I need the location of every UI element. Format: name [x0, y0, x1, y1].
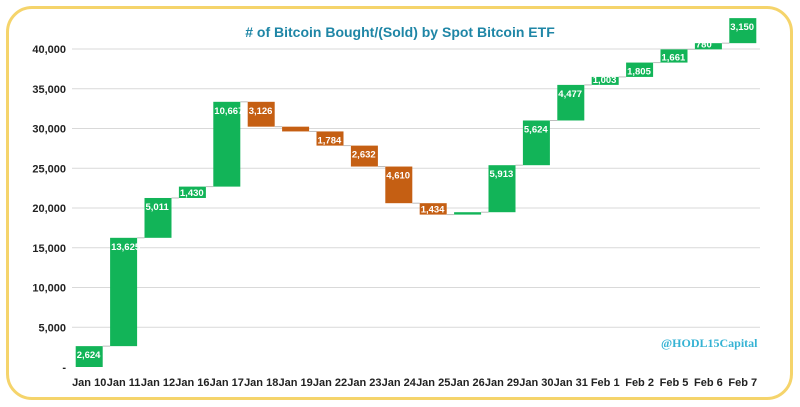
data-label: 13,625 — [111, 242, 141, 253]
data-label: 2,624 — [77, 350, 101, 361]
bar — [419, 203, 447, 215]
data-label: 1,661 — [662, 53, 686, 64]
data-label: 5,913 — [490, 169, 514, 180]
bar — [557, 84, 585, 121]
x-tick-label: Feb 2 — [625, 377, 654, 389]
bar — [213, 101, 241, 187]
y-tick-label: 25,000 — [32, 163, 66, 175]
data-label: 2,632 — [352, 150, 376, 161]
bar — [144, 197, 172, 238]
x-tick-label: Feb 5 — [660, 377, 689, 389]
y-tick-label: 5,000 — [38, 322, 66, 334]
x-tick-label: Jan 11 — [107, 377, 141, 389]
data-label: 3,126 — [249, 106, 273, 117]
bar — [626, 62, 654, 77]
x-tick-label: Jan 18 — [244, 377, 278, 389]
bar — [75, 346, 103, 367]
x-tick-label: Feb 6 — [694, 377, 723, 389]
bar — [110, 237, 138, 347]
data-label: 3,150 — [730, 22, 754, 33]
bar — [282, 126, 310, 132]
x-tick-label: Jan 23 — [347, 377, 381, 389]
bar — [522, 120, 550, 166]
chart-title: # of Bitcoin Bought/(Sold) by Spot Bitco… — [245, 24, 555, 40]
data-label: 5,624 — [524, 124, 548, 135]
data-label: 1,003 — [593, 75, 617, 86]
bar — [729, 18, 757, 44]
bar — [385, 166, 413, 204]
bar — [694, 43, 722, 50]
y-tick-label: 35,000 — [32, 84, 66, 96]
bar — [660, 49, 688, 63]
watermark: @HODL15Capital — [661, 336, 758, 350]
bar — [316, 131, 344, 146]
bar — [488, 165, 516, 213]
y-tick-label: - — [62, 362, 66, 374]
data-label: 1,784 — [318, 135, 342, 146]
data-label: 5,011 — [146, 202, 170, 213]
x-tick-label: Jan 25 — [416, 377, 450, 389]
x-tick-label: Jan 10 — [72, 377, 106, 389]
y-tick-label: 10,000 — [32, 283, 66, 295]
data-label: 1,430 — [180, 188, 204, 199]
x-tick-label: Jan 31 — [554, 377, 588, 389]
y-tick-label: 15,000 — [32, 243, 66, 255]
x-tick-label: Jan 12 — [141, 377, 175, 389]
data-label: 780 — [696, 39, 712, 50]
x-tick-label: Feb 7 — [728, 377, 757, 389]
y-tick-label: 20,000 — [32, 203, 66, 215]
x-tick-label: Jan 30 — [519, 377, 553, 389]
x-tick-label: Jan 19 — [278, 377, 312, 389]
y-tick-label: 40,000 — [32, 44, 66, 56]
bar — [454, 212, 482, 215]
data-label: 1,434 — [421, 205, 445, 216]
data-label: 4,477 — [558, 89, 582, 100]
bar — [350, 145, 378, 167]
x-tick-label: Jan 17 — [210, 377, 244, 389]
x-tick-label: Jan 16 — [175, 377, 209, 389]
bar — [247, 101, 275, 127]
y-tick-label: 30,000 — [32, 124, 66, 136]
data-label: 10,667 — [214, 106, 243, 117]
bar — [591, 76, 619, 85]
bar — [178, 186, 206, 198]
data-label: 1,805 — [627, 67, 651, 78]
x-tick-label: Jan 26 — [450, 377, 484, 389]
x-tick-label: Jan 29 — [485, 377, 519, 389]
x-tick-label: Feb 1 — [591, 377, 620, 389]
data-label: 4,610 — [386, 171, 410, 182]
x-tick-label: Jan 22 — [313, 377, 347, 389]
x-tick-label: Jan 24 — [382, 377, 417, 389]
